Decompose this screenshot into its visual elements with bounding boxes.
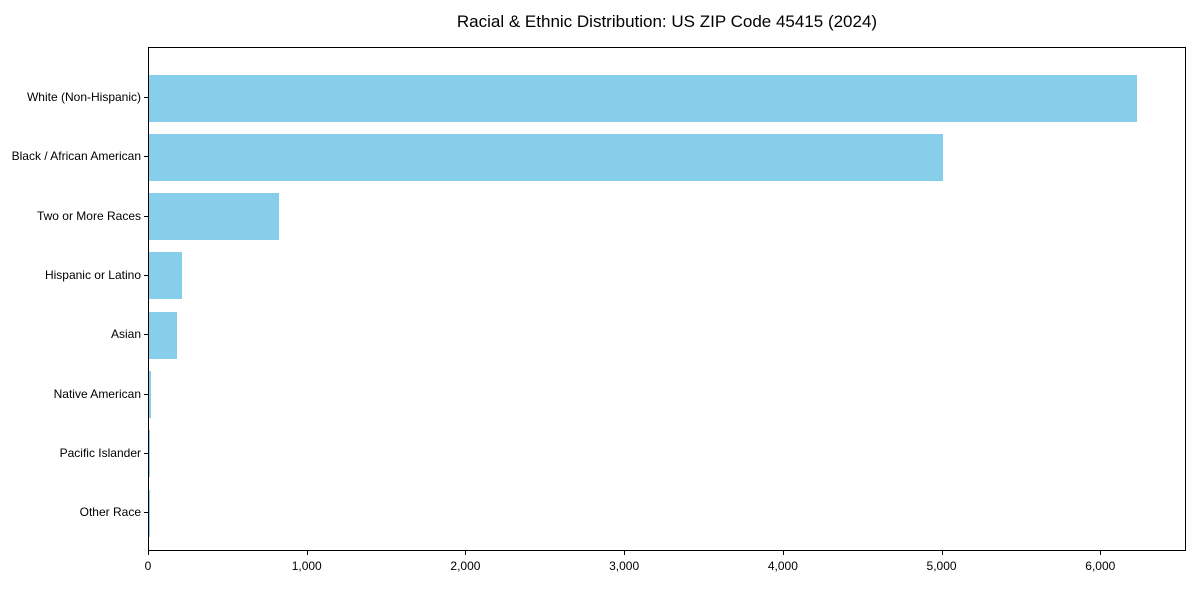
y-tick-mark (144, 452, 148, 454)
x-tick-label: 6,000 (1085, 559, 1116, 573)
bar-white-non-hispanic (149, 74, 1137, 122)
bar-two-or-more-races (149, 193, 280, 241)
y-tick-label: White (Non-Hispanic) (26, 90, 141, 104)
bar-black-african-american (149, 133, 944, 181)
x-tick-label: 4,000 (767, 559, 798, 573)
plot-area (148, 47, 1186, 551)
bar-native-american (149, 371, 152, 418)
y-tick-mark (144, 215, 148, 217)
bar-asian (149, 311, 177, 359)
x-tick-mark (624, 551, 626, 555)
y-tick-mark (144, 156, 148, 158)
y-tick-label: Pacific Islander (59, 445, 141, 460)
y-tick-label: Asian (110, 327, 141, 342)
x-tick-label: 2,000 (450, 559, 481, 573)
y-tick-mark (144, 393, 148, 395)
y-tick-mark (144, 97, 148, 98)
x-tick-mark (148, 551, 149, 555)
bar-pacific-islander (149, 430, 151, 478)
x-tick-label: 1,000 (291, 559, 322, 573)
y-tick-label: Other Race (79, 505, 141, 520)
x-tick-mark (782, 551, 784, 555)
x-tick-label: 0 (144, 559, 152, 573)
y-tick-label: Black / African American (11, 149, 141, 164)
y-tick-label: Hispanic or Latino (44, 267, 141, 282)
y-tick-mark (144, 512, 148, 514)
y-tick-mark (144, 274, 148, 276)
chart-title: Racial & Ethnic Distribution: US ZIP Cod… (456, 12, 878, 31)
x-tick-mark (1100, 551, 1102, 555)
x-tick-mark (306, 551, 308, 555)
y-tick-label: Two or More Races (36, 208, 141, 223)
bar-other-race (149, 489, 150, 537)
x-tick-mark (465, 551, 467, 555)
bar-hispanic-or-latino (149, 252, 182, 300)
x-tick-label: 5,000 (926, 559, 957, 573)
y-tick-mark (144, 334, 148, 336)
x-tick-label: 3,000 (609, 559, 640, 573)
y-tick-label: Native American (53, 386, 141, 401)
x-tick-mark (941, 551, 943, 555)
